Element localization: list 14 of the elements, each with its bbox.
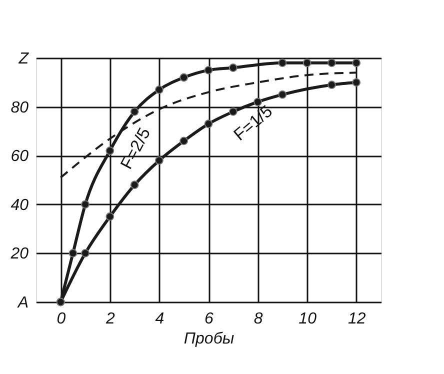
x-tick-label: 12 [348, 310, 366, 328]
x-tick-label: 0 [56, 310, 66, 328]
y-tick-label: 20 [10, 246, 29, 263]
y-tick-label: Z [18, 50, 30, 68]
y-tick-label: 80 [10, 99, 29, 116]
y-tick-label: A [16, 294, 28, 312]
y-tick-label: 60 [10, 148, 29, 166]
x-tick-label: 8 [254, 310, 263, 328]
x-tick-label: 2 [104, 310, 115, 328]
y-tick-label: 40 [10, 196, 29, 214]
x-tick-label: 4 [155, 310, 164, 328]
x-tick-label: 10 [298, 310, 317, 328]
x-axis-title: Пробы [184, 330, 234, 348]
x-tick-label: 6 [204, 310, 214, 328]
